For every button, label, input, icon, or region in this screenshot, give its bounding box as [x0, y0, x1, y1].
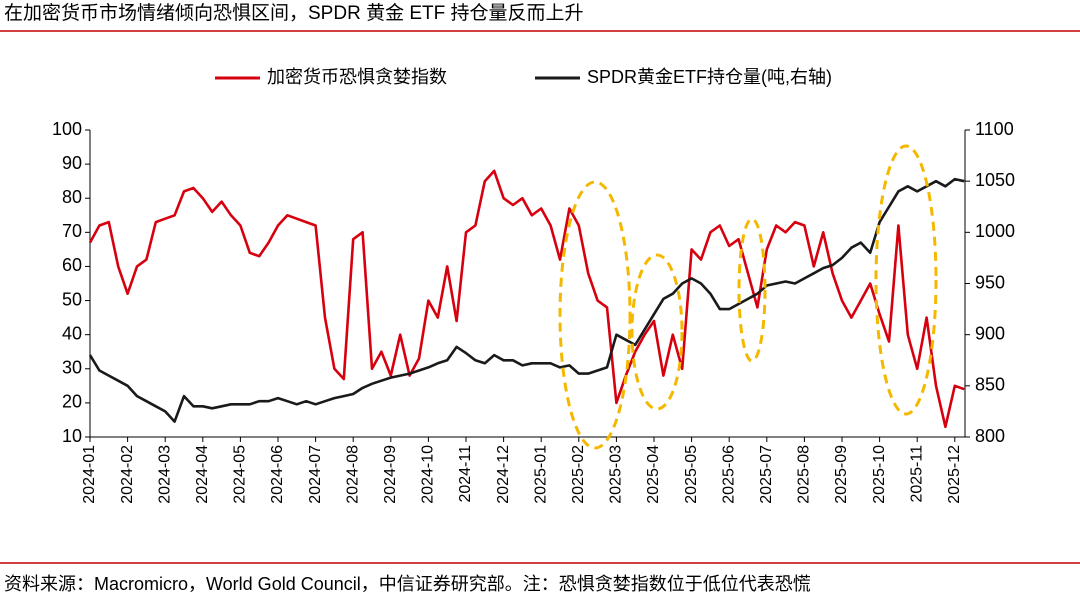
- annotations: [558, 144, 938, 450]
- x-tick-label: 2024-12: [495, 445, 512, 504]
- x-tick-label: 2025-09: [833, 445, 850, 504]
- y-tick-label: 30: [62, 358, 82, 378]
- y-tick-label: 20: [62, 392, 82, 412]
- y2-tick-label: 800: [975, 426, 1005, 446]
- highlight-ellipse: [630, 253, 684, 411]
- x-tick-label: 2025-02: [570, 445, 587, 504]
- y2-tick-label: 1100: [975, 119, 1014, 139]
- x-tick-label: 2024-01: [81, 445, 98, 504]
- x-tick-label: 2024-07: [307, 445, 324, 504]
- y-tick-label: 40: [62, 323, 82, 343]
- y-tick-label: 60: [62, 255, 82, 275]
- x-tick-label: 2025-04: [645, 445, 662, 504]
- x-tick-label: 2025-10: [871, 445, 888, 504]
- y-tick-label: 80: [62, 187, 82, 207]
- y2-tick-label: 900: [975, 323, 1005, 343]
- x-tick-label: 2024-03: [156, 445, 173, 504]
- y2-tick-label: 1050: [975, 170, 1015, 190]
- x-tick-label: 2024-08: [344, 445, 361, 504]
- x-tick-label: 2024-02: [119, 445, 136, 504]
- x-tick-label: 2024-04: [194, 445, 211, 504]
- x-tick-label: 2024-06: [269, 445, 286, 504]
- chart-title: 在加密货币市场情绪倾向恐惧区间，SPDR 黄金 ETF 持仓量反而上升: [4, 2, 584, 24]
- x-tick-label: 2024-09: [382, 445, 399, 504]
- legend-label: 加密货币恐惧贪婪指数: [267, 67, 447, 87]
- highlight-ellipse: [737, 217, 767, 363]
- series-line: [88, 177, 965, 423]
- x-tick-label: 2025-06: [720, 445, 737, 504]
- y-tick-label: 90: [62, 153, 82, 173]
- x-tick-label: 2025-08: [796, 445, 813, 504]
- legend-label: SPDR黄金ETF持仓量(吨,右轴): [587, 67, 832, 87]
- x-tick-label: 2024-10: [420, 445, 437, 504]
- x-tick-label: 2025-11: [908, 445, 925, 503]
- x-tick-label: 2025-05: [683, 445, 700, 504]
- x-tick-label: 2024-05: [232, 445, 249, 504]
- y-tick-label: 70: [62, 221, 82, 241]
- y2-tick-label: 850: [975, 375, 1005, 395]
- y-tick-label: 100: [52, 119, 82, 139]
- highlight-ellipse: [874, 144, 938, 416]
- x-tick-label: 2025-07: [758, 445, 775, 504]
- highlight-ellipse: [558, 180, 632, 450]
- y-tick-label: 50: [62, 289, 82, 309]
- x-tick-label: 2025-12: [946, 445, 963, 504]
- series-line: [88, 169, 965, 429]
- y2-tick-label: 950: [975, 272, 1005, 292]
- y-tick-label: 10: [62, 426, 82, 446]
- y2-tick-label: 1000: [975, 221, 1015, 241]
- x-tick-label: 2025-01: [532, 445, 549, 504]
- x-tick-label: 2024-11: [457, 445, 474, 503]
- footer: 资料来源：Macromicro，World Gold Council，中信证券研…: [4, 574, 811, 594]
- x-tick-label: 2025-03: [608, 445, 625, 504]
